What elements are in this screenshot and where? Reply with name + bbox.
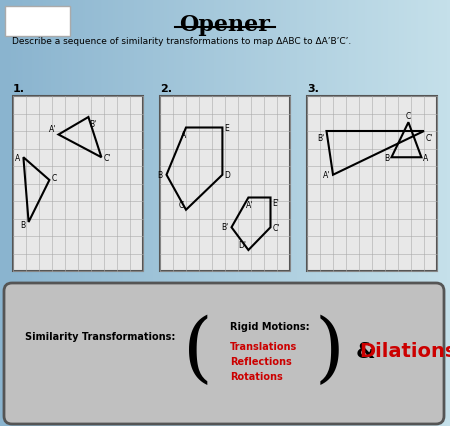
Text: B: B [21,221,26,230]
Text: C: C [179,200,184,209]
Text: D: D [225,171,230,180]
Text: C: C [406,112,411,121]
Text: B: B [158,171,162,180]
Text: A': A' [49,124,57,133]
Text: A': A' [323,171,330,180]
FancyBboxPatch shape [4,283,444,424]
Text: A: A [15,153,20,162]
FancyBboxPatch shape [13,97,143,271]
Text: C': C' [273,223,280,232]
Text: D': D' [238,240,247,249]
Text: C': C' [104,153,111,162]
Text: Similarity Transformations:: Similarity Transformations: [25,331,176,341]
Text: B': B' [317,134,324,143]
Text: A: A [423,153,429,162]
Text: Reflections: Reflections [230,356,292,366]
Text: (: ( [183,314,213,388]
Text: Dilations: Dilations [359,342,450,361]
Text: 3.: 3. [307,84,319,94]
FancyBboxPatch shape [160,97,290,271]
Text: C: C [51,174,57,183]
Text: Opener: Opener [180,14,270,36]
Text: 2.: 2. [160,84,172,94]
FancyBboxPatch shape [5,7,70,37]
Text: A: A [181,130,187,139]
Text: Rotations: Rotations [230,371,283,381]
Text: C': C' [426,134,433,143]
Text: B: B [384,153,390,162]
Text: E: E [225,124,229,132]
Text: Translations: Translations [230,341,297,351]
Text: ): ) [315,314,345,388]
FancyBboxPatch shape [307,97,437,271]
Text: Describe a sequence of similarity transformations to map ΔABC to ΔA’B’C’.: Describe a sequence of similarity transf… [12,37,351,46]
Text: A': A' [246,201,253,210]
Text: &: & [355,341,375,361]
Text: 1.: 1. [13,84,25,94]
Text: E': E' [273,199,279,208]
Text: B': B' [221,222,229,231]
Text: Rigid Motions:: Rigid Motions: [230,321,310,331]
Text: B': B' [90,120,97,129]
